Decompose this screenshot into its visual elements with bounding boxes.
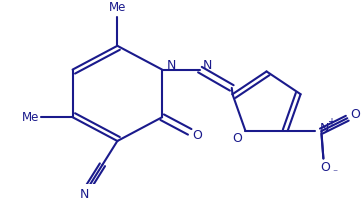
Text: N: N — [167, 59, 177, 71]
Text: O: O — [321, 161, 330, 174]
Text: ⁻: ⁻ — [333, 168, 338, 178]
Text: +: + — [327, 117, 335, 127]
Text: N: N — [319, 122, 329, 135]
Text: N: N — [203, 59, 212, 71]
Text: O: O — [350, 108, 360, 121]
Text: Me: Me — [22, 111, 39, 124]
Text: O: O — [232, 132, 243, 145]
Text: N: N — [79, 188, 89, 199]
Text: O: O — [192, 130, 203, 142]
Text: Me: Me — [109, 1, 126, 14]
